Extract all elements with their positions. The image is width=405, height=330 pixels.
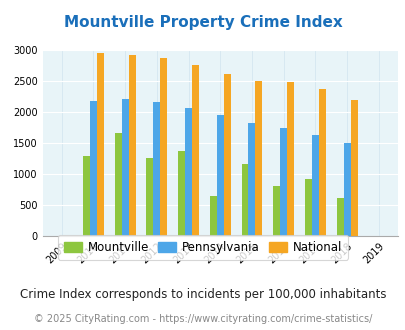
Bar (114, 133, 122, 236)
Bar (146, 158, 153, 236)
Legend: Mountville, Pennsylvania, National: Mountville, Pennsylvania, National (58, 235, 347, 260)
Bar (160, 58, 167, 236)
Bar (286, 82, 294, 236)
Bar (241, 164, 248, 236)
Bar (128, 55, 135, 236)
Bar (185, 108, 192, 236)
Bar (122, 99, 128, 236)
Bar (192, 65, 198, 236)
Bar (318, 89, 325, 236)
Bar (83, 156, 90, 236)
Bar (178, 151, 185, 236)
Text: Crime Index corresponds to incidents per 100,000 inhabitants: Crime Index corresponds to incidents per… (20, 288, 385, 301)
Bar (343, 143, 350, 236)
Bar (248, 123, 255, 236)
Bar (90, 101, 97, 236)
Text: Mountville Property Crime Index: Mountville Property Crime Index (64, 15, 341, 30)
Bar (304, 179, 311, 236)
Bar (350, 100, 357, 236)
Bar (279, 128, 286, 236)
Bar (153, 102, 160, 236)
Bar (273, 185, 279, 236)
Bar (223, 74, 230, 236)
Bar (255, 81, 262, 236)
Bar (216, 115, 223, 236)
Bar (209, 196, 216, 236)
Bar (336, 198, 343, 236)
Bar (97, 53, 104, 236)
Bar (311, 135, 318, 236)
Text: © 2025 CityRating.com - https://www.cityrating.com/crime-statistics/: © 2025 CityRating.com - https://www.city… (34, 314, 371, 324)
